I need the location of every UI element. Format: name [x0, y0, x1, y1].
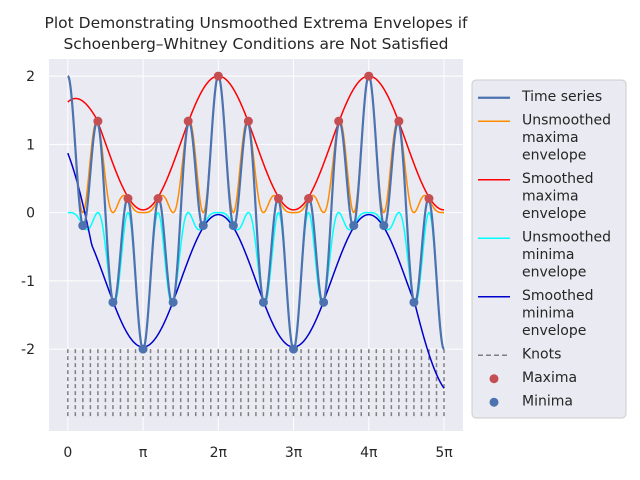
legend-label: Maxima [522, 370, 577, 386]
maxima-point [153, 194, 163, 204]
maxima-point [243, 116, 253, 126]
maxima-point [304, 194, 314, 204]
legend-label: Knots [522, 347, 561, 363]
legend-swatch [489, 397, 499, 407]
legend-swatch [489, 374, 499, 384]
minima-point [108, 297, 118, 307]
y-tick-label: 0 [26, 206, 35, 222]
minima-point [289, 344, 299, 354]
maxima-point [183, 116, 193, 126]
y-tick-label: -2 [21, 342, 35, 358]
legend-label: Minima [522, 394, 573, 410]
chart-title-line-1: Plot Demonstrating Unsmoothed Extrema En… [45, 14, 468, 32]
minima-point [379, 221, 389, 231]
legend-label: Smoothed minima envelope [522, 288, 594, 339]
legend-box [471, 79, 627, 419]
maxima-point [213, 71, 223, 81]
tick-layer: 0 π 2π 3π 4π 5π 2 1 0 -1 -2 [21, 69, 453, 461]
minima-point [349, 221, 359, 231]
legend-label: Unsmoothed minima envelope [522, 230, 611, 281]
minima-point [319, 297, 329, 307]
maxima-point [123, 194, 133, 204]
time-series-line [67, 74, 445, 351]
minima-point [138, 344, 148, 354]
x-tick-label: 3π [285, 445, 303, 461]
chart-title-line-2: Schoenberg–Whitney Conditions are Not Sa… [63, 35, 448, 53]
x-tick-label: 2π [210, 445, 228, 461]
minima-point [168, 297, 178, 307]
legend-label: Time series [521, 89, 602, 105]
maxima-point [93, 116, 103, 126]
maxima-point [364, 71, 374, 81]
x-tick-label: 5π [435, 445, 453, 461]
marker-layer [78, 71, 434, 354]
y-tick-label: 1 [26, 137, 35, 153]
maxima-point [394, 116, 404, 126]
y-tick-label: -1 [21, 274, 35, 290]
legend-label: Smoothed maxima envelope [522, 171, 594, 222]
x-tick-label: π [139, 445, 148, 461]
minima-point [228, 221, 238, 231]
y-tick-label: 2 [26, 69, 35, 85]
minima-point [78, 221, 88, 231]
x-tick-label: 0 [63, 445, 72, 461]
maxima-point [424, 194, 434, 204]
maxima-point [273, 194, 283, 204]
minima-point [258, 297, 268, 307]
minima-point [198, 221, 208, 231]
legend: Time series Unsmoothed maxima envelope Smoot… [471, 79, 627, 419]
maxima-point [334, 116, 344, 126]
legend-label: Unsmoothed maxima envelope [522, 113, 611, 164]
x-tick-label: 4π [360, 445, 378, 461]
minima-point [409, 297, 419, 307]
